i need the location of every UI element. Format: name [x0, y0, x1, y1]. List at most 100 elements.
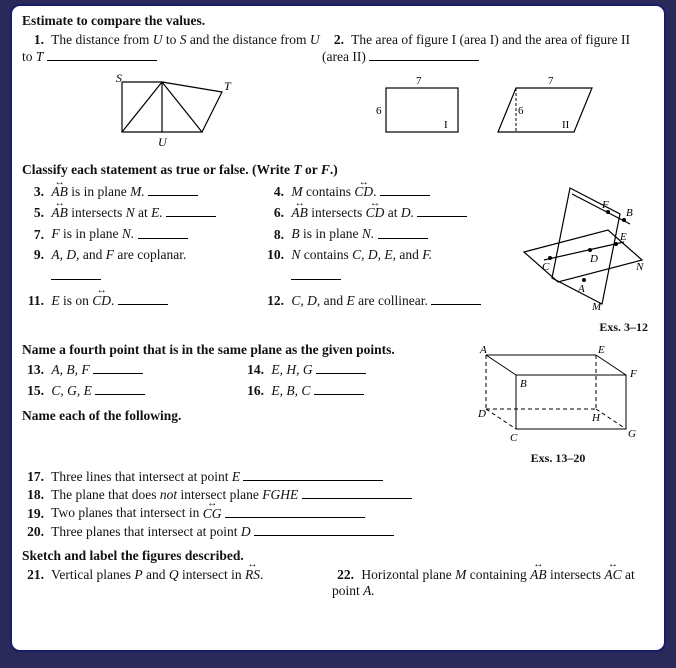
q10-a: contains: [300, 247, 352, 262]
question-7: 7. F is in plane N.: [22, 225, 262, 242]
q1-text-a: The distance from: [51, 32, 153, 47]
q17-E: E: [232, 469, 240, 484]
qnum-12: 12.: [262, 293, 284, 309]
label-I: I: [444, 119, 448, 131]
qnum-4: 4.: [262, 184, 284, 200]
blank-q13[interactable]: [93, 361, 143, 374]
blank-q2[interactable]: [369, 48, 479, 61]
qnum-17: 17.: [22, 469, 44, 485]
section-fourth-point-heading: Name a fourth point that is in the same …: [22, 342, 462, 358]
q7-F: F: [51, 227, 59, 242]
q9-AD: A, D,: [51, 247, 79, 262]
qnum-19: 19.: [22, 506, 44, 522]
q20-a: Three planes that intersect at point: [51, 524, 241, 539]
question-15: 15. C, G, E: [22, 382, 242, 399]
q21-P: P: [134, 567, 142, 582]
svg-prism: A E B F D H C G: [462, 341, 642, 451]
pl-D: D: [589, 253, 598, 265]
pl-B: B: [626, 207, 633, 219]
svg-rect-I: 7 6 I: [376, 72, 466, 142]
blank-q15[interactable]: [95, 382, 145, 395]
q22-AC: AC: [604, 567, 621, 583]
label-6b: 6: [518, 105, 524, 117]
classify-tail: .): [330, 162, 338, 177]
question-18: 18. The plane that does not intersect pl…: [22, 486, 654, 503]
q19-a: Two planes that intersect in: [51, 506, 203, 521]
question-14: 14. E, H, G: [242, 361, 462, 378]
pr-C: C: [510, 432, 518, 444]
qnum-15: 15.: [22, 383, 44, 399]
pr-A: A: [479, 344, 487, 356]
spacer-10: [262, 268, 284, 284]
q1-text-d: to: [22, 49, 36, 64]
row-q1-q2: 1. The distance from U to S and the dist…: [22, 31, 654, 66]
q19-CG: CG: [203, 506, 222, 522]
blank-q1[interactable]: [47, 48, 157, 61]
svg-para-II: 7 6 II: [490, 72, 600, 142]
label-T: T: [224, 79, 232, 93]
q8-a: is in plane: [300, 227, 362, 242]
q12-E: E: [347, 293, 355, 308]
q12-a: and: [320, 293, 346, 308]
blank-q19[interactable]: [225, 504, 365, 517]
pr-B: B: [520, 378, 527, 390]
row-figures-1: S T U 7 6 I 7 6 II: [22, 72, 654, 152]
blank-q3[interactable]: [148, 183, 198, 196]
q18-a: The plane that does: [51, 487, 160, 502]
blank-q5[interactable]: [166, 204, 216, 217]
blank-q9[interactable]: [51, 267, 101, 280]
q10-CDE: C, D, E,: [352, 247, 396, 262]
q21-dot: .: [260, 567, 263, 582]
classify-or: or: [302, 162, 321, 177]
qnum-3: 3.: [22, 184, 44, 200]
qnum-13: 13.: [22, 362, 44, 378]
q18-not: not: [160, 487, 177, 502]
blank-q8[interactable]: [378, 225, 428, 238]
q22-b: containing: [466, 567, 530, 582]
blank-q18[interactable]: [302, 486, 412, 499]
qnum-16: 16.: [242, 383, 264, 399]
qnum-7: 7.: [22, 227, 44, 243]
blank-q14[interactable]: [316, 361, 366, 374]
question-5: 5. AB intersects N at E.: [22, 204, 262, 221]
qnum-8: 8.: [262, 227, 284, 243]
blank-q7[interactable]: [138, 225, 188, 238]
q22-AB: AB: [530, 567, 547, 583]
blank-q6[interactable]: [417, 204, 467, 217]
pl-F: F: [601, 199, 609, 211]
q11-a: is on: [60, 293, 93, 308]
q14-pts: E, H, G: [271, 362, 312, 377]
q1-T: T: [36, 49, 44, 64]
q8-N: N.: [362, 227, 374, 242]
blank-q10[interactable]: [291, 267, 341, 280]
qnum-2: 2.: [322, 32, 344, 48]
q21-RS: RS: [245, 567, 260, 583]
blank-q20[interactable]: [254, 523, 394, 536]
q17-a: Three lines that intersect at point: [51, 469, 232, 484]
q1-U2: U: [310, 32, 320, 47]
q9-a: and: [80, 247, 106, 262]
pr-D: D: [477, 408, 486, 420]
qnum-11: 11.: [22, 293, 44, 309]
blank-q11[interactable]: [118, 292, 168, 305]
label-U: U: [158, 135, 168, 149]
question-12: 12. C, D, and E are collinear.: [262, 292, 512, 309]
q15-pts: C, G, E: [51, 383, 92, 398]
label-6a: 6: [376, 105, 382, 117]
q6-D: D.: [401, 205, 414, 220]
q12-CD: C, D,: [291, 293, 320, 308]
pr-H: H: [591, 412, 601, 424]
q6-a: intersects: [308, 205, 366, 220]
blank-q4[interactable]: [380, 183, 430, 196]
blank-q12[interactable]: [431, 292, 481, 305]
figure-triangles: S T U: [22, 72, 322, 152]
question-9: 9. A, D, and F are coplanar.: [22, 247, 262, 263]
question-11: 11. E is on CD.: [22, 292, 262, 309]
label-7b: 7: [548, 75, 554, 87]
section-estimate-heading: Estimate to compare the values.: [22, 13, 654, 29]
blank-q16[interactable]: [314, 382, 364, 395]
blank-q17[interactable]: [243, 468, 383, 481]
section-name-following-heading: Name each of the following.: [22, 408, 462, 424]
q9-F: F: [106, 247, 114, 262]
q1-S: S: [180, 32, 187, 47]
